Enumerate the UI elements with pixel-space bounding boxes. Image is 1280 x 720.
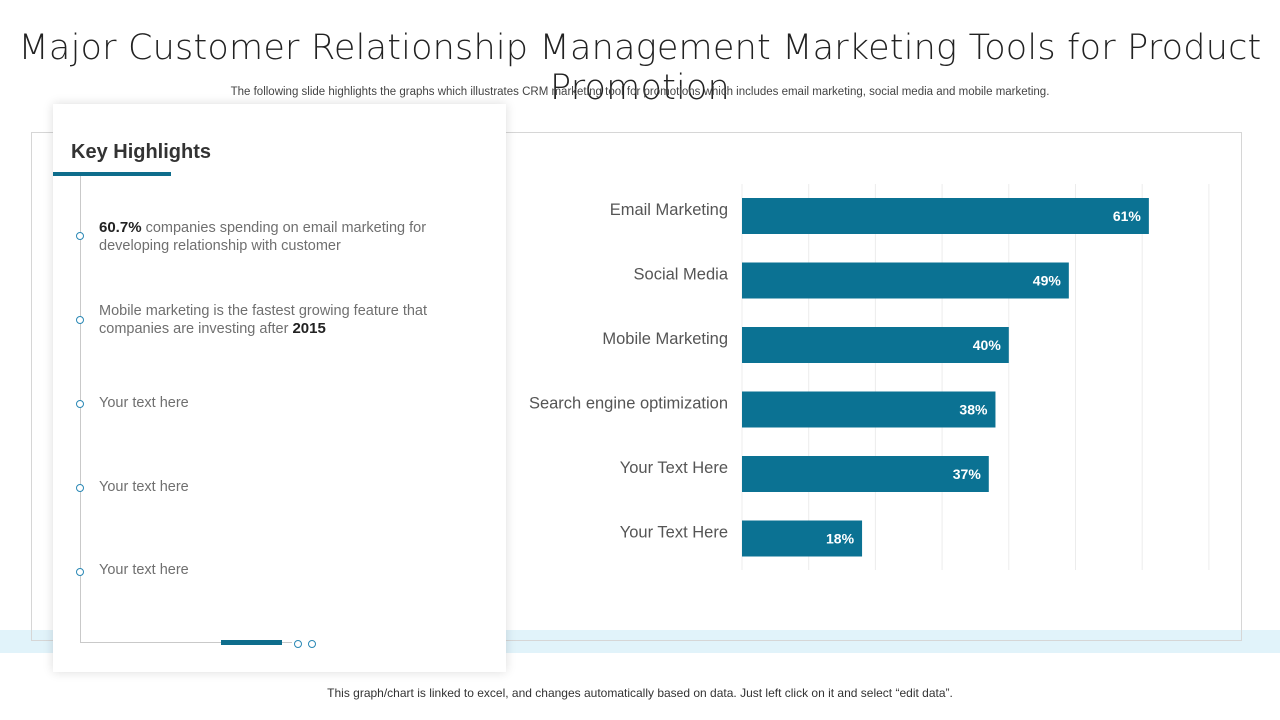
data-label: 37% [953, 466, 982, 482]
bar[interactable] [742, 198, 1149, 234]
timeline-dot-icon [76, 232, 84, 240]
data-label: 61% [1113, 208, 1142, 224]
highlight-2-text: Mobile marketing is the fastest growing … [99, 303, 428, 337]
highlights-card: Key Highlights 60.7% companies spending … [53, 104, 506, 672]
circle-icon [294, 640, 302, 648]
timeline-dot-icon [76, 316, 84, 324]
category-label: Search engine optimization [529, 395, 728, 413]
timeline-base [80, 642, 292, 643]
data-label: 49% [1033, 273, 1062, 289]
footer-note: This graph/chart is linked to excel, and… [327, 686, 953, 700]
highlight-item-1: 60.7% companies spending on email market… [99, 219, 459, 255]
highlight-2-value: 2015 [292, 320, 326, 337]
bar[interactable] [742, 327, 1009, 363]
data-label: 38% [959, 402, 988, 418]
category-label: Email Marketing [610, 201, 728, 219]
highlight-item-3: Your text here [99, 395, 189, 411]
category-label: Your Text Here [620, 459, 728, 477]
highlight-item-4: Your text here [99, 479, 189, 495]
bar[interactable] [742, 391, 996, 428]
data-label: 18% [826, 531, 855, 547]
timeline-dot-icon [76, 568, 84, 576]
bar[interactable] [742, 520, 863, 557]
bar[interactable] [742, 262, 1069, 299]
timeline-dot-icon [76, 400, 84, 408]
heading-underline [53, 172, 171, 176]
category-label: Mobile Marketing [602, 330, 728, 348]
page-title: Major Customer Relationship Management M… [18, 28, 1262, 108]
timeline-line [80, 176, 81, 643]
circle-icon [308, 640, 316, 648]
data-label: 40% [973, 337, 1002, 353]
category-label: Your Text Here [620, 524, 728, 542]
accent-bar [221, 640, 282, 645]
bar[interactable] [742, 456, 989, 492]
page-subtitle: The following slide highlights the graph… [230, 86, 1050, 98]
highlight-item-2: Mobile marketing is the fastest growing … [99, 302, 459, 338]
highlights-heading: Key Highlights [71, 141, 212, 163]
timeline-dot-icon [76, 484, 84, 492]
category-label: Social Media [634, 266, 729, 284]
chart-frame [31, 132, 1242, 641]
highlight-item-5: Your text here [99, 562, 189, 578]
highlight-1-text: companies spending on email marketing fo… [99, 220, 427, 254]
highlight-1-value: 60.7% [99, 219, 142, 236]
